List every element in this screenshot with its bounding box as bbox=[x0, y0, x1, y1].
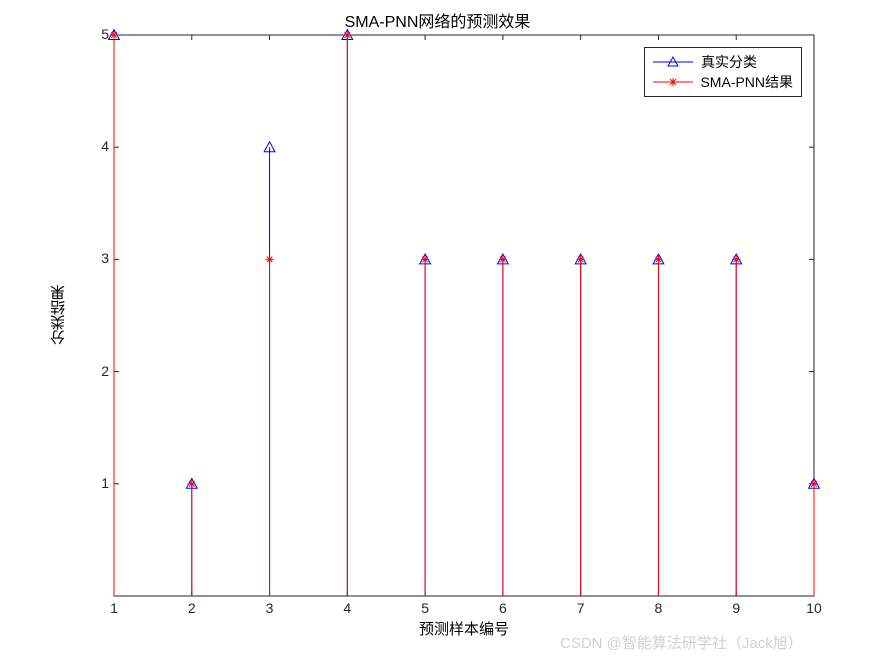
y-tick-label: 2 bbox=[89, 363, 109, 379]
legend: 真实分类 SMA-PNN结果 bbox=[644, 47, 802, 97]
chart-container: SMA-PNN网络的预测效果 预测样本编号 分类结果 真实分类 SMA-PNN结… bbox=[0, 0, 875, 656]
x-tick-label: 10 bbox=[804, 600, 824, 616]
x-tick-label: 1 bbox=[104, 600, 124, 616]
chart-title: SMA-PNN网络的预测效果 bbox=[0, 8, 875, 32]
x-tick-label: 3 bbox=[260, 600, 280, 616]
x-tick-label: 9 bbox=[726, 600, 746, 616]
legend-item-true: 真实分类 bbox=[653, 52, 793, 72]
plot-svg bbox=[0, 0, 875, 656]
x-tick-label: 4 bbox=[337, 600, 357, 616]
legend-swatch-pred bbox=[653, 74, 692, 90]
y-axis-label: 分类结果 bbox=[48, 35, 69, 596]
y-tick-label: 5 bbox=[89, 26, 109, 42]
x-tick-label: 5 bbox=[415, 600, 435, 616]
watermark: CSDN @智能算法研学社（Jack旭） bbox=[560, 632, 803, 653]
legend-item-pred: SMA-PNN结果 bbox=[653, 72, 793, 92]
y-tick-label: 3 bbox=[89, 250, 109, 266]
x-tick-label: 6 bbox=[493, 600, 513, 616]
y-tick-label: 4 bbox=[89, 138, 109, 154]
legend-label-true: 真实分类 bbox=[701, 52, 757, 72]
x-tick-label: 7 bbox=[571, 600, 591, 616]
x-tick-label: 2 bbox=[182, 600, 202, 616]
legend-swatch-true bbox=[653, 54, 693, 70]
legend-label-pred: SMA-PNN结果 bbox=[700, 72, 793, 92]
x-tick-label: 8 bbox=[648, 600, 668, 616]
y-tick-label: 1 bbox=[89, 475, 109, 491]
